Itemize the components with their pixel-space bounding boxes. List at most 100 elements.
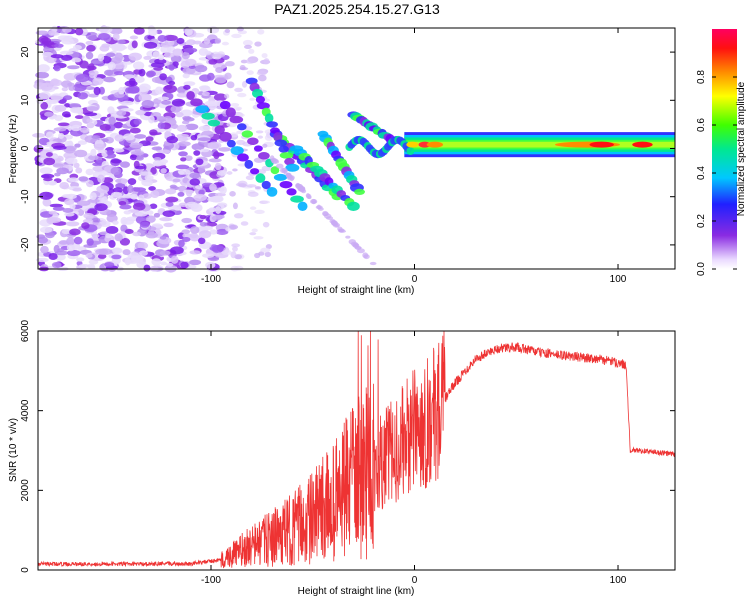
colorbar: 0.0 0.2 0.4 0.6 0.8 Normalized spectral ampl…: [696, 29, 747, 276]
signal-blob: [229, 115, 244, 124]
noise-blob: [63, 152, 78, 159]
noise-blob: [207, 101, 218, 110]
noise-blob: [225, 61, 235, 67]
noise-blob: [52, 206, 65, 211]
colorbar-ticks: 0.0 0.2 0.4 0.6 0.8: [696, 70, 737, 276]
signal-blob: [195, 105, 210, 114]
noise-blob: [232, 168, 238, 172]
colorbar-tick-label: 0.6: [696, 118, 707, 132]
noise-blob: [245, 58, 255, 64]
noise-blob: [61, 229, 72, 235]
noise-blob: [112, 220, 119, 225]
noise-blob: [91, 217, 101, 223]
noise-blob: [111, 247, 123, 254]
noise-blob: [66, 244, 75, 252]
noise-blob: [164, 188, 177, 195]
noise-blob: [181, 217, 193, 224]
noise-blob: [212, 53, 226, 58]
noise-blob: [262, 200, 270, 204]
noise-blob: [197, 237, 206, 245]
noise-blob: [109, 27, 123, 35]
noise-blob: [76, 257, 85, 262]
signal-blob: [274, 139, 288, 147]
noise-blob: [106, 52, 116, 58]
y-tick-label: -20: [20, 237, 31, 252]
noise-blob: [65, 157, 78, 165]
noise-blob: [172, 204, 182, 210]
noise-blob: [189, 234, 201, 242]
noise-blob: [182, 117, 195, 122]
noise-blob: [65, 193, 77, 199]
noise-blob: [176, 37, 185, 45]
noise-blob: [254, 186, 261, 190]
noise-blob: [132, 231, 142, 237]
noise-blob: [112, 33, 120, 41]
y-tick-label: 6000: [20, 319, 31, 342]
noise-blob: [44, 111, 54, 117]
noise-blob: [113, 121, 124, 129]
noise-blob: [147, 115, 155, 124]
spectrogram-x-label: Height of straight line (km): [298, 285, 415, 296]
noise-blob: [143, 41, 158, 49]
noise-blob: [152, 160, 163, 167]
noise-blob: [120, 178, 128, 185]
noise-blob: [72, 187, 82, 192]
signal-blob: [237, 123, 247, 131]
noise-blob: [79, 127, 90, 133]
noise-blob: [207, 26, 220, 34]
noise-blob: [149, 129, 158, 136]
noise-blob: [134, 134, 147, 139]
signal-tail: [310, 198, 318, 205]
signal-tail: [338, 229, 347, 233]
snr-frame: [37, 330, 676, 571]
noise-blob: [175, 111, 184, 118]
noise-blob: [145, 136, 154, 142]
noise-blob: [241, 80, 248, 88]
noise-blob: [198, 125, 211, 132]
noise-blob: [248, 48, 255, 54]
signal-blob: [247, 137, 259, 145]
noise-blob: [57, 122, 70, 127]
noise-blob: [104, 262, 115, 268]
noise-blob: [143, 55, 152, 60]
noise-blob: [77, 92, 89, 100]
noise-blob: [85, 253, 93, 258]
signal-blob: [261, 180, 271, 190]
noise-blob: [147, 25, 156, 32]
noise-blob: [90, 148, 97, 157]
snr-y-label: SNR (10 * v/v): [8, 418, 19, 482]
noise-blob: [97, 174, 105, 183]
noise-blob: [99, 123, 111, 131]
noise-blob: [77, 107, 84, 116]
noise-blob: [141, 178, 153, 187]
noise-blob: [205, 261, 216, 269]
x-tick-label: 100: [610, 274, 627, 285]
noise-blob: [105, 226, 119, 234]
noise-blob: [39, 191, 54, 200]
noise-blob: [138, 83, 151, 92]
x-tick-label: 0: [412, 274, 418, 285]
noise-blob: [234, 87, 243, 93]
noise-blob: [164, 131, 172, 136]
signal-tail: [271, 159, 280, 165]
noise-blob: [93, 143, 106, 151]
noise-blob: [47, 217, 62, 224]
noise-blob: [251, 228, 258, 233]
noise-blob: [189, 226, 200, 234]
y-tick-label: 0: [20, 145, 31, 151]
noise-blob: [147, 226, 157, 231]
noise-blob: [158, 54, 165, 61]
signal-blob: [270, 166, 280, 175]
noise-blob: [231, 33, 242, 39]
signal-blob: [255, 173, 266, 183]
noise-blob: [188, 65, 196, 70]
noise-blob: [113, 45, 128, 51]
y-tick-label: 10: [20, 94, 31, 106]
signal-blob: [250, 168, 260, 175]
noise-blob: [203, 37, 211, 45]
noise-blob: [239, 65, 246, 71]
noise-blob: [32, 133, 46, 138]
noise-blob: [40, 226, 53, 234]
noise-blob: [119, 161, 130, 168]
